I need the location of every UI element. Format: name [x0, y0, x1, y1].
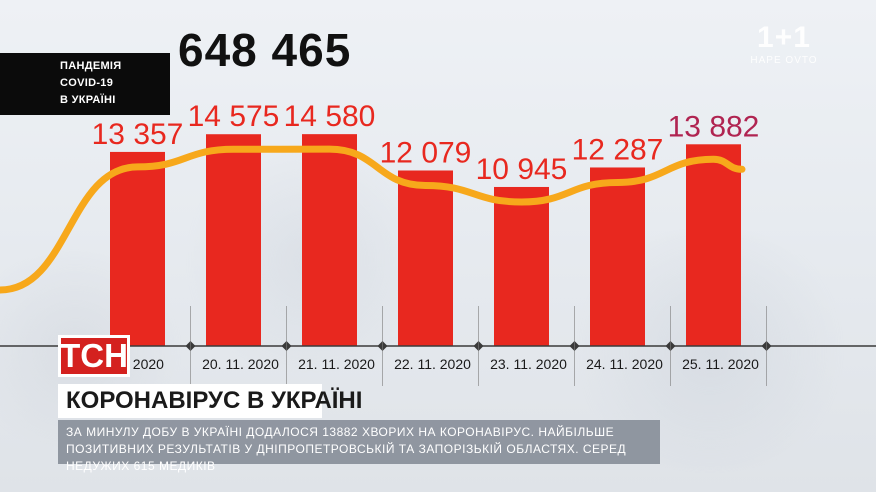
value-label-6: 12 287	[572, 133, 664, 166]
value-label-3: 14 580	[284, 100, 376, 133]
pandemic-header-box: ПАНДЕМІЯ COVID-19 В УКРАЇНІ	[0, 53, 170, 115]
value-label-4: 12 079	[380, 136, 472, 169]
bar-4	[398, 170, 453, 346]
date-label-6: 24. 11. 2020	[586, 356, 663, 372]
bar-5	[494, 186, 549, 346]
bar-2	[206, 134, 261, 346]
value-label-1: 13 357	[92, 118, 184, 151]
header-line-2: COVID-19	[60, 77, 114, 89]
channel-logo-subtitle: HAPE OVTO	[750, 55, 818, 66]
value-label-5: 10 945	[476, 153, 568, 186]
news-title: КОРОНАВІРУС В УКРАЇНІ	[58, 384, 362, 418]
channel-logo: 1+1 HAPE OVTO	[738, 22, 830, 72]
bar-6	[590, 167, 645, 346]
date-label-5: 23. 11. 2020	[490, 356, 567, 372]
bar-7	[686, 144, 741, 346]
date-label-2: 20. 11. 2020	[202, 356, 279, 372]
date-label-3: 21. 11. 2020	[298, 356, 375, 372]
bar-1	[110, 151, 165, 346]
value-label-7: 13 882	[668, 110, 760, 143]
trend-line	[0, 145, 746, 294]
date-label-4: 22. 11. 2020	[394, 356, 471, 372]
date-label-1: . 2020	[125, 356, 164, 372]
bar-3	[302, 134, 357, 346]
channel-logo-text: 1+1	[757, 21, 811, 54]
header-line-3: В УКРАЇНІ	[60, 94, 116, 106]
date-label-7: 25. 11. 2020	[682, 356, 759, 372]
value-label-2: 14 575	[188, 100, 280, 133]
header-line-1: ПАНДЕМІЯ	[60, 60, 122, 72]
tsn-logo: ТСН	[58, 335, 130, 377]
news-description: ЗА МИНУЛУ ДОБУ В УКРАЇНІ ДОДАЛОСЯ 13882 …	[58, 420, 660, 473]
total-cases: 648 465	[178, 24, 352, 76]
